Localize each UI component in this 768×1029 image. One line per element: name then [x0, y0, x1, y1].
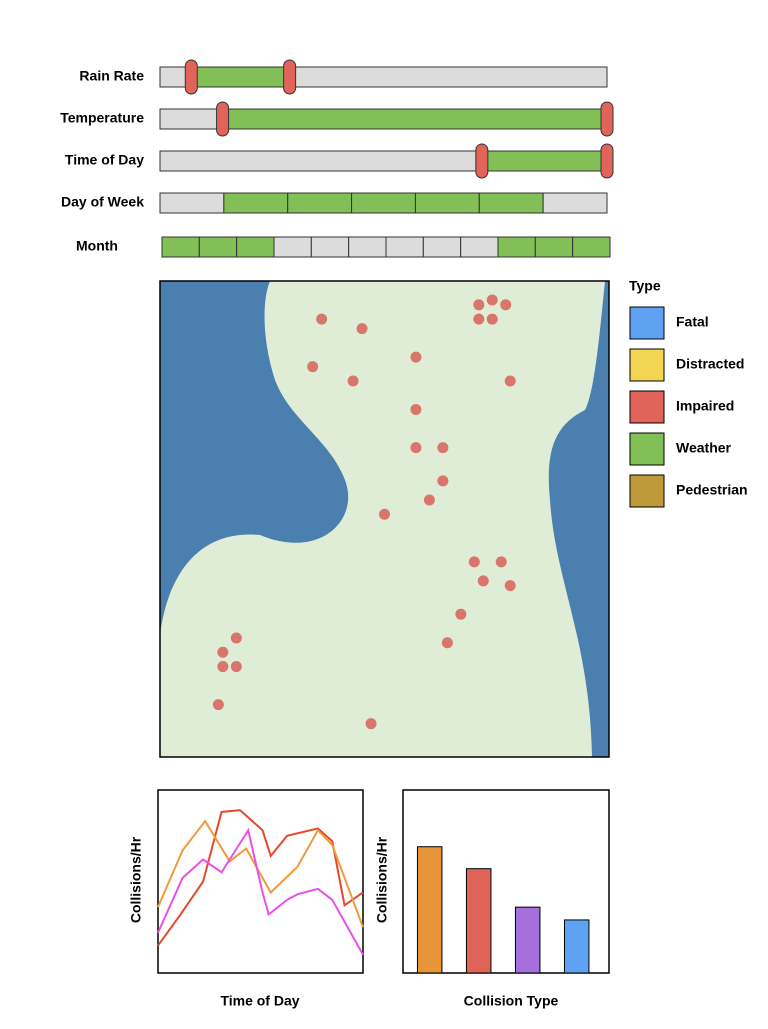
map-point: [212, 699, 224, 711]
bar: [465, 868, 492, 974]
map-frame: [159, 280, 610, 758]
filter-label: Day of Week: [61, 194, 144, 210]
filter-segment[interactable]: [351, 192, 416, 214]
map-point: [486, 313, 498, 325]
legend-swatch: [629, 390, 665, 424]
map-point: [365, 718, 377, 730]
map-point: [477, 575, 489, 587]
filter-label: Rain Rate: [79, 68, 144, 84]
filter-segment[interactable]: [414, 192, 480, 214]
map-point: [410, 404, 422, 416]
filter-segment[interactable]: [572, 236, 611, 258]
line-series: [157, 809, 364, 947]
filter-segment[interactable]: [161, 236, 200, 258]
line-series: [157, 827, 364, 956]
map-point: [410, 351, 422, 363]
slider-handle[interactable]: [216, 101, 230, 137]
filter-segment[interactable]: [478, 192, 544, 214]
map-point: [504, 580, 516, 592]
legend-label: Fatal: [676, 314, 709, 330]
filter-segment[interactable]: [348, 236, 387, 258]
filter-segment[interactable]: [497, 236, 536, 258]
filter-segment[interactable]: [236, 236, 275, 258]
legend-title: Type: [629, 278, 661, 294]
x-axis-label: Collision Type: [464, 993, 559, 1009]
bar: [514, 906, 541, 974]
map-point: [356, 323, 368, 335]
legend-label: Impaired: [676, 398, 734, 414]
legend-swatch: [629, 306, 665, 340]
filter-segment[interactable]: [310, 236, 350, 258]
map-point: [473, 299, 485, 311]
filter-segment[interactable]: [460, 236, 499, 258]
y-axis-label: Collisions/Hr: [374, 836, 390, 923]
filter-label: Month: [76, 238, 118, 254]
map-point: [437, 442, 449, 454]
legend-swatch: [629, 348, 665, 382]
slider-selection: [190, 66, 291, 88]
bar: [416, 846, 443, 974]
map-point: [347, 375, 359, 387]
line-chart-frame: [157, 789, 364, 974]
map-point: [468, 556, 480, 568]
map-point: [423, 494, 435, 506]
map-point: [217, 646, 229, 658]
slider-handle[interactable]: [475, 143, 489, 179]
map-point: [230, 632, 242, 644]
slider-handle[interactable]: [283, 59, 297, 95]
bar-chart-frame: [402, 789, 610, 974]
y-axis-label: Collisions/Hr: [128, 836, 144, 923]
map-point: [473, 313, 485, 325]
filter-segment[interactable]: [385, 236, 424, 258]
map-point: [486, 294, 498, 306]
map-point: [495, 556, 507, 568]
filter-segment[interactable]: [198, 236, 238, 258]
filter-segment[interactable]: [422, 236, 462, 258]
legend-swatch: [629, 432, 665, 466]
map-point: [410, 442, 422, 454]
map-point: [437, 475, 449, 487]
filter-label: Temperature: [60, 110, 144, 126]
filter-segment[interactable]: [542, 192, 608, 214]
legend-label: Pedestrian: [676, 482, 748, 498]
legend-swatch: [629, 474, 665, 508]
legend-label: Distracted: [676, 356, 744, 372]
map-point: [455, 608, 467, 620]
slider-handle[interactable]: [600, 143, 614, 179]
map-point: [441, 637, 453, 649]
filter-segment[interactable]: [273, 236, 312, 258]
line-series: [157, 819, 364, 928]
map-point: [504, 375, 516, 387]
slider-handle[interactable]: [184, 59, 198, 95]
map-point: [307, 361, 319, 373]
map-point: [500, 299, 512, 311]
slider-handle[interactable]: [600, 101, 614, 137]
map-point: [230, 661, 242, 673]
legend-label: Weather: [676, 440, 732, 456]
map-point: [379, 508, 390, 520]
slider-selection: [222, 108, 608, 130]
filter-segment[interactable]: [223, 192, 289, 214]
filter-segment[interactable]: [287, 192, 353, 214]
filter-segment[interactable]: [534, 236, 574, 258]
filter-segment[interactable]: [159, 192, 225, 214]
filter-label: Time of Day: [65, 152, 144, 168]
slider-selection: [481, 150, 608, 172]
bar: [563, 919, 590, 974]
map-point: [217, 661, 229, 673]
x-axis-label: Time of Day: [220, 993, 299, 1009]
map-point: [316, 313, 328, 325]
